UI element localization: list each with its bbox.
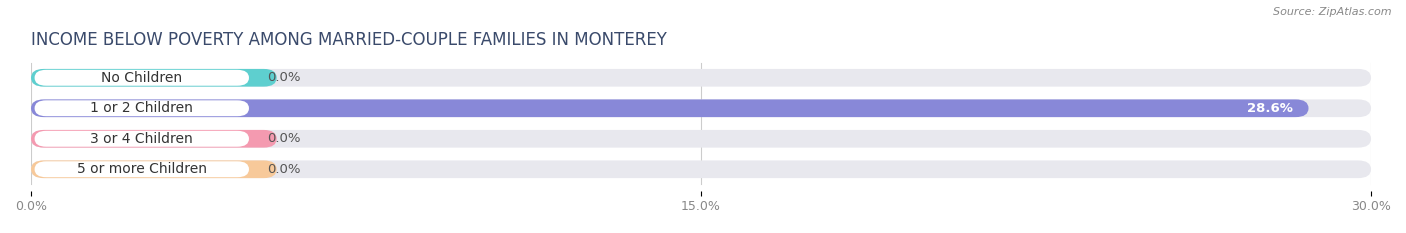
- Text: 5 or more Children: 5 or more Children: [77, 162, 207, 176]
- FancyBboxPatch shape: [35, 161, 249, 177]
- Text: 3 or 4 Children: 3 or 4 Children: [90, 132, 193, 146]
- FancyBboxPatch shape: [31, 99, 1371, 117]
- FancyBboxPatch shape: [35, 70, 249, 86]
- FancyBboxPatch shape: [35, 100, 249, 116]
- FancyBboxPatch shape: [31, 99, 1309, 117]
- FancyBboxPatch shape: [31, 161, 1371, 178]
- FancyBboxPatch shape: [31, 69, 277, 87]
- Text: 0.0%: 0.0%: [267, 71, 301, 84]
- Text: 0.0%: 0.0%: [267, 163, 301, 176]
- FancyBboxPatch shape: [35, 131, 249, 147]
- Text: 28.6%: 28.6%: [1247, 102, 1294, 115]
- FancyBboxPatch shape: [31, 130, 1371, 148]
- FancyBboxPatch shape: [31, 69, 1371, 87]
- Text: 1 or 2 Children: 1 or 2 Children: [90, 101, 193, 115]
- Text: INCOME BELOW POVERTY AMONG MARRIED-COUPLE FAMILIES IN MONTEREY: INCOME BELOW POVERTY AMONG MARRIED-COUPL…: [31, 31, 666, 49]
- FancyBboxPatch shape: [31, 161, 277, 178]
- Text: Source: ZipAtlas.com: Source: ZipAtlas.com: [1274, 7, 1392, 17]
- Text: 0.0%: 0.0%: [267, 132, 301, 145]
- FancyBboxPatch shape: [31, 130, 277, 148]
- Text: No Children: No Children: [101, 71, 183, 85]
